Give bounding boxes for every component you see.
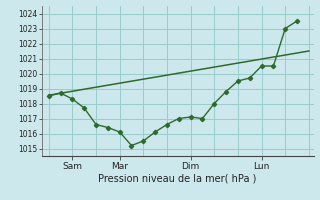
X-axis label: Pression niveau de la mer( hPa ): Pression niveau de la mer( hPa ) xyxy=(99,173,257,183)
